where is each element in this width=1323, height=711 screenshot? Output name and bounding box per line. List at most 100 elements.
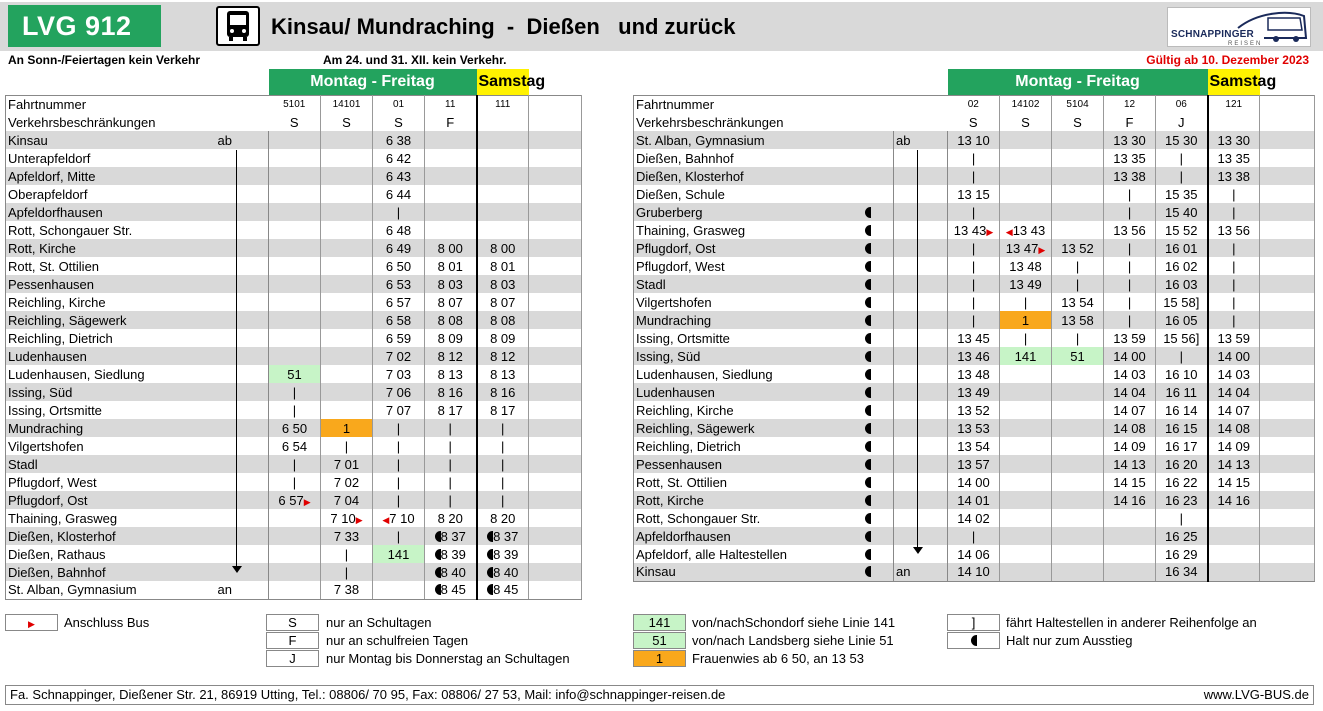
departure-time <box>424 203 477 221</box>
departure-time: | <box>1103 185 1157 203</box>
departure-time: 15 56] <box>1155 329 1209 347</box>
departure-time <box>424 185 477 203</box>
departure-time: 14 01 <box>947 491 1001 509</box>
departure-time <box>1051 167 1105 185</box>
departure-time: 8 40 <box>424 563 477 581</box>
departure-time: 13 54 <box>947 437 1001 455</box>
stop-row: Unterapfeldorf 6 42 <box>5 149 582 167</box>
departure-time: | <box>1155 347 1209 365</box>
departure-time: 8 40 <box>475 563 529 581</box>
stop-name: Reichling, Sägewerk <box>5 311 216 329</box>
departure-time <box>1051 365 1105 383</box>
footer-website[interactable]: www.LVG-BUS.de <box>1203 687 1309 702</box>
blank-col <box>1259 131 1316 149</box>
departure-time: 16 17 <box>1155 437 1209 455</box>
departure-time: 15 30 <box>1155 131 1209 149</box>
departure-time <box>268 293 321 311</box>
departure-time: 13 35 <box>1103 149 1157 167</box>
stop-name: Apfeldorfhausen <box>633 527 844 545</box>
departure-time: | <box>947 167 1001 185</box>
restriction-code <box>1206 113 1261 131</box>
alight-only-marker <box>843 293 894 311</box>
alight-only-marker <box>843 473 894 491</box>
departure-time <box>999 203 1053 221</box>
restriction-code: F <box>424 113 477 131</box>
departure-time: | <box>475 419 529 437</box>
blank-col <box>1259 113 1316 131</box>
departure-time <box>999 455 1053 473</box>
departure-time <box>999 149 1053 167</box>
stop-name: Pflugdorf, Ost <box>5 491 216 509</box>
stop-row: Vilgertshofen | | 13 54 | 15 58] | <box>633 293 1316 311</box>
departure-time <box>475 131 529 149</box>
departure-time: | <box>999 293 1053 311</box>
departure-time <box>999 167 1053 185</box>
half-circle-icon <box>865 368 872 380</box>
alight-only-marker <box>843 401 894 419</box>
departure-time: 13 52 <box>1051 239 1105 257</box>
departure-time <box>268 149 321 167</box>
departure-time: 13 35 <box>1206 149 1261 167</box>
lvg-logo: LVG 912 <box>8 5 161 47</box>
departure-time <box>268 311 321 329</box>
stop-row: Dießen, Bahnhof | 13 35 | 13 35 <box>633 149 1316 167</box>
stop-row: Stadl | 13 49 | | 16 03 | <box>633 275 1316 293</box>
stop-direction <box>893 455 949 473</box>
departure-time <box>1206 509 1261 527</box>
departure-time <box>424 167 477 185</box>
departure-time: | <box>1103 275 1157 293</box>
departure-time <box>1051 563 1105 582</box>
departure-time: 8 45 <box>475 581 529 600</box>
restriction-code <box>475 113 529 131</box>
departure-time: 6 42 <box>372 149 425 167</box>
departure-time: | <box>372 203 425 221</box>
stop-direction <box>893 401 949 419</box>
departure-time: 7 38 <box>320 581 373 600</box>
stop-direction <box>215 185 269 203</box>
blank-col <box>528 473 582 491</box>
stop-direction <box>215 491 269 509</box>
departure-time: 16 22 <box>1155 473 1209 491</box>
stop-name: Issing, Ortsmitte <box>5 401 216 419</box>
stop-direction <box>215 383 269 401</box>
departure-time <box>1051 185 1105 203</box>
blank-col <box>1259 545 1316 563</box>
stop-direction <box>215 167 269 185</box>
stop-direction <box>893 527 949 545</box>
alight-only-marker <box>843 311 894 329</box>
departure-time: 13 45 <box>947 329 1001 347</box>
stop-row: Apfeldorf, alle Haltestellen 14 06 16 29 <box>633 545 1316 563</box>
departure-time <box>1051 401 1105 419</box>
stop-direction <box>215 275 269 293</box>
half-circle-icon <box>487 548 494 560</box>
blank-col <box>1259 311 1316 329</box>
day-header-row: Montag - Freitag Samstag <box>6 69 582 95</box>
trip-number-row: Fahrtnummer 02 14102 5104 12 06 121 <box>632 94 1316 113</box>
departure-time: 6 54 <box>268 437 321 455</box>
trip-number: 111 <box>475 94 529 113</box>
alight-only-marker <box>843 257 894 275</box>
departure-time <box>475 167 529 185</box>
departure-time <box>320 221 373 239</box>
departure-time <box>1051 221 1105 239</box>
departure-time <box>999 473 1053 491</box>
blank-col <box>1259 455 1316 473</box>
restriction-code: S <box>268 113 321 131</box>
departure-time: | <box>1206 311 1261 329</box>
blank-col <box>528 257 582 275</box>
stop-row: Pflugdorf, West | 7 02 | | | <box>5 473 582 491</box>
departure-time: 6 58 <box>372 311 425 329</box>
direction-arrow-line <box>236 150 237 570</box>
blank-col <box>528 527 582 545</box>
departure-time: 13 15 <box>947 185 1001 203</box>
blank-col <box>1259 167 1316 185</box>
restriction-code: S <box>372 113 425 131</box>
stop-name: Kinsau <box>5 131 216 149</box>
departure-time: 15 52 <box>1155 221 1209 239</box>
blank-col <box>528 275 582 293</box>
departure-time <box>999 419 1053 437</box>
departure-time: 8 20 <box>475 509 529 527</box>
half-circle-icon <box>865 422 872 434</box>
departure-time: | <box>424 455 477 473</box>
blank-col <box>1259 419 1316 437</box>
